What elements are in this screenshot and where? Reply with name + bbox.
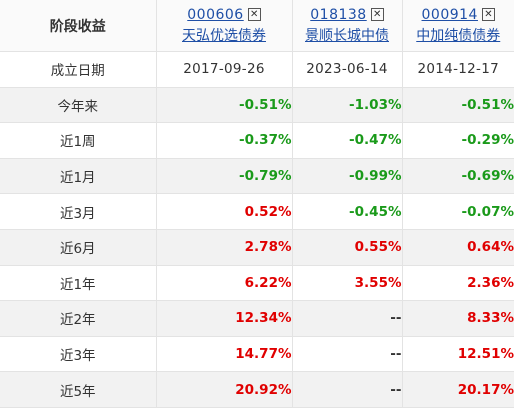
inception-date-cell: 2014-12-17 — [402, 52, 514, 88]
row-label: 近1年 — [0, 265, 156, 301]
return-value-cell: 3.55% — [292, 265, 402, 301]
fund-code-link[interactable]: 000914 — [422, 7, 478, 23]
table-header-row: 阶段收益 000606 ✕ 天弘优选债券 018138 ✕ 景顺长城中债 00091… — [0, 0, 514, 52]
table-row: 近1周-0.37%-0.47%-0.29% — [0, 123, 514, 159]
row-label: 近3年 — [0, 336, 156, 372]
fund-name-link[interactable]: 天弘优选债券 — [157, 26, 292, 47]
return-value-cell: -- — [292, 301, 402, 337]
row-label: 近1月 — [0, 158, 156, 194]
fund-code-link[interactable]: 000606 — [187, 7, 243, 23]
inception-date-cell: 2023-06-14 — [292, 52, 402, 88]
row-label: 近6月 — [0, 229, 156, 265]
fund-name-link[interactable]: 景顺长城中债 — [293, 26, 402, 47]
return-value-cell: -0.07% — [402, 194, 514, 230]
return-value-cell: 6.22% — [156, 265, 292, 301]
return-value-cell: -0.29% — [402, 123, 514, 159]
table-row: 近1月-0.79%-0.99%-0.69% — [0, 158, 514, 194]
row-label: 近3月 — [0, 194, 156, 230]
return-value-cell: -- — [292, 372, 402, 408]
close-icon[interactable]: ✕ — [371, 8, 384, 21]
return-value-cell: -0.51% — [402, 87, 514, 123]
return-value-cell: 20.17% — [402, 372, 514, 408]
return-value-cell: -0.47% — [292, 123, 402, 159]
return-value-cell: 2.78% — [156, 229, 292, 265]
row-label: 近5年 — [0, 372, 156, 408]
table-row: 今年来-0.51%-1.03%-0.51% — [0, 87, 514, 123]
fund-header-2: 018138 ✕ 景顺长城中债 — [292, 0, 402, 52]
fund-name-link[interactable]: 中加纯债债券 — [403, 26, 514, 47]
return-value-cell: -0.99% — [292, 158, 402, 194]
return-value-cell: -1.03% — [292, 87, 402, 123]
return-value-cell: 0.55% — [292, 229, 402, 265]
return-value-cell: -- — [292, 336, 402, 372]
row-label: 近2年 — [0, 301, 156, 337]
return-value-cell: 14.77% — [156, 336, 292, 372]
header-label: 阶段收益 — [0, 0, 156, 52]
return-value-cell: 12.51% — [402, 336, 514, 372]
return-value-cell: 0.64% — [402, 229, 514, 265]
return-value-cell: -0.45% — [292, 194, 402, 230]
close-icon[interactable]: ✕ — [248, 8, 261, 21]
row-label: 今年来 — [0, 87, 156, 123]
fund-header-3: 000914 ✕ 中加纯债债券 — [402, 0, 514, 52]
return-value-cell: 8.33% — [402, 301, 514, 337]
fund-code-link[interactable]: 018138 — [310, 7, 366, 23]
return-value-cell: 0.52% — [156, 194, 292, 230]
return-value-cell: -0.69% — [402, 158, 514, 194]
close-icon[interactable]: ✕ — [482, 8, 495, 21]
row-label: 成立日期 — [0, 52, 156, 88]
return-value-cell: 20.92% — [156, 372, 292, 408]
return-value-cell: 2.36% — [402, 265, 514, 301]
inception-date-cell: 2017-09-26 — [156, 52, 292, 88]
row-label: 近1周 — [0, 123, 156, 159]
return-value-cell: -0.79% — [156, 158, 292, 194]
fund-header-1: 000606 ✕ 天弘优选债券 — [156, 0, 292, 52]
return-value-cell: -0.51% — [156, 87, 292, 123]
return-value-cell: 12.34% — [156, 301, 292, 337]
return-value-cell: -0.37% — [156, 123, 292, 159]
